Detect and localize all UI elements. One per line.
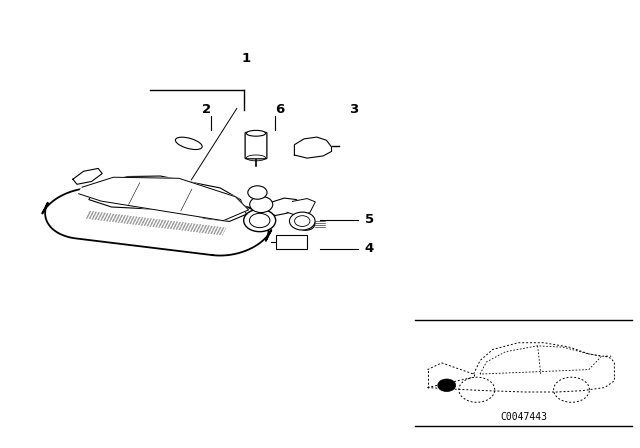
Text: 1: 1 bbox=[242, 52, 251, 65]
Polygon shape bbox=[294, 137, 332, 158]
FancyBboxPatch shape bbox=[245, 132, 267, 159]
Polygon shape bbox=[89, 176, 246, 221]
Text: C0047443: C0047443 bbox=[500, 412, 547, 422]
Text: 5: 5 bbox=[365, 213, 374, 226]
Text: 4: 4 bbox=[365, 242, 374, 255]
FancyBboxPatch shape bbox=[276, 235, 307, 249]
Polygon shape bbox=[287, 198, 316, 216]
Circle shape bbox=[250, 196, 273, 212]
Ellipse shape bbox=[175, 137, 202, 150]
Circle shape bbox=[244, 209, 276, 232]
Polygon shape bbox=[264, 198, 297, 215]
Circle shape bbox=[248, 186, 267, 199]
Circle shape bbox=[438, 379, 456, 392]
Polygon shape bbox=[79, 177, 248, 221]
Text: 3: 3 bbox=[349, 103, 358, 116]
Ellipse shape bbox=[246, 130, 266, 136]
Text: 2: 2 bbox=[202, 103, 211, 116]
Circle shape bbox=[297, 218, 315, 230]
Text: 6: 6 bbox=[275, 103, 284, 116]
Polygon shape bbox=[73, 168, 102, 184]
Circle shape bbox=[289, 212, 315, 230]
